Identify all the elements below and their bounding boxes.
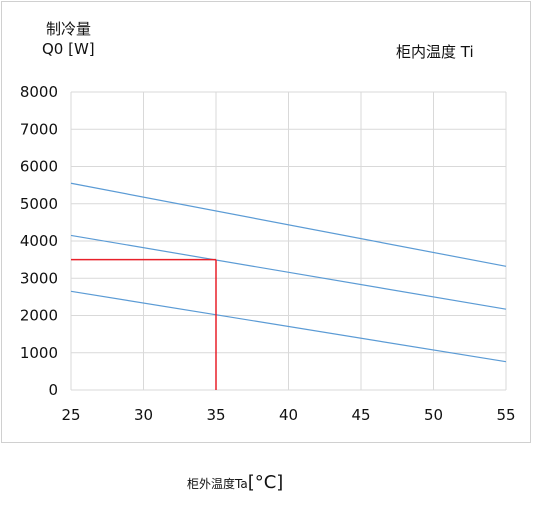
y-tick-label: 4000 <box>20 232 58 250</box>
x-tick-label: 55 <box>496 406 515 424</box>
legend-title: 柜内温度 Ti <box>396 43 474 61</box>
x-axis-label-unit: [°C] <box>247 472 284 493</box>
tick-labels: 0 1000 2000 3000 4000 5000 6000 7000 8000 25 30 35 4… <box>20 83 516 424</box>
y-tick-label: 3000 <box>20 269 58 287</box>
y-axis-label-line-1: 制冷量 <box>46 20 92 38</box>
x-tick-label: 45 <box>351 406 370 424</box>
x-tick-label: 35 <box>206 406 225 424</box>
grid <box>70 91 507 391</box>
series-line-3 <box>70 290 507 363</box>
series-line-2 <box>70 234 507 310</box>
x-tick-label: 50 <box>424 406 443 424</box>
y-tick-label: 6000 <box>20 158 58 176</box>
y-tick-label: 7000 <box>20 120 58 138</box>
chart-frame <box>1 1 531 443</box>
x-axis-label-text: 柜外温度Ta <box>187 477 248 491</box>
series-lines <box>70 182 507 363</box>
y-tick-label: 8000 <box>20 83 58 101</box>
y-axis-label-line-2: Q0 [W] <box>42 40 95 58</box>
x-tick-label: 30 <box>134 406 153 424</box>
y-tick-label: 0 <box>48 381 58 399</box>
x-tick-label: 40 <box>279 406 298 424</box>
annotation-lines <box>71 258 217 390</box>
y-tick-label: 1000 <box>20 344 58 362</box>
x-tick-label: 25 <box>61 406 80 424</box>
x-axis-label: 柜外温度Ta[°C] <box>187 472 283 493</box>
y-tick-label: 5000 <box>20 195 58 213</box>
series-line-1 <box>70 182 507 267</box>
y-tick-label: 2000 <box>20 307 58 325</box>
